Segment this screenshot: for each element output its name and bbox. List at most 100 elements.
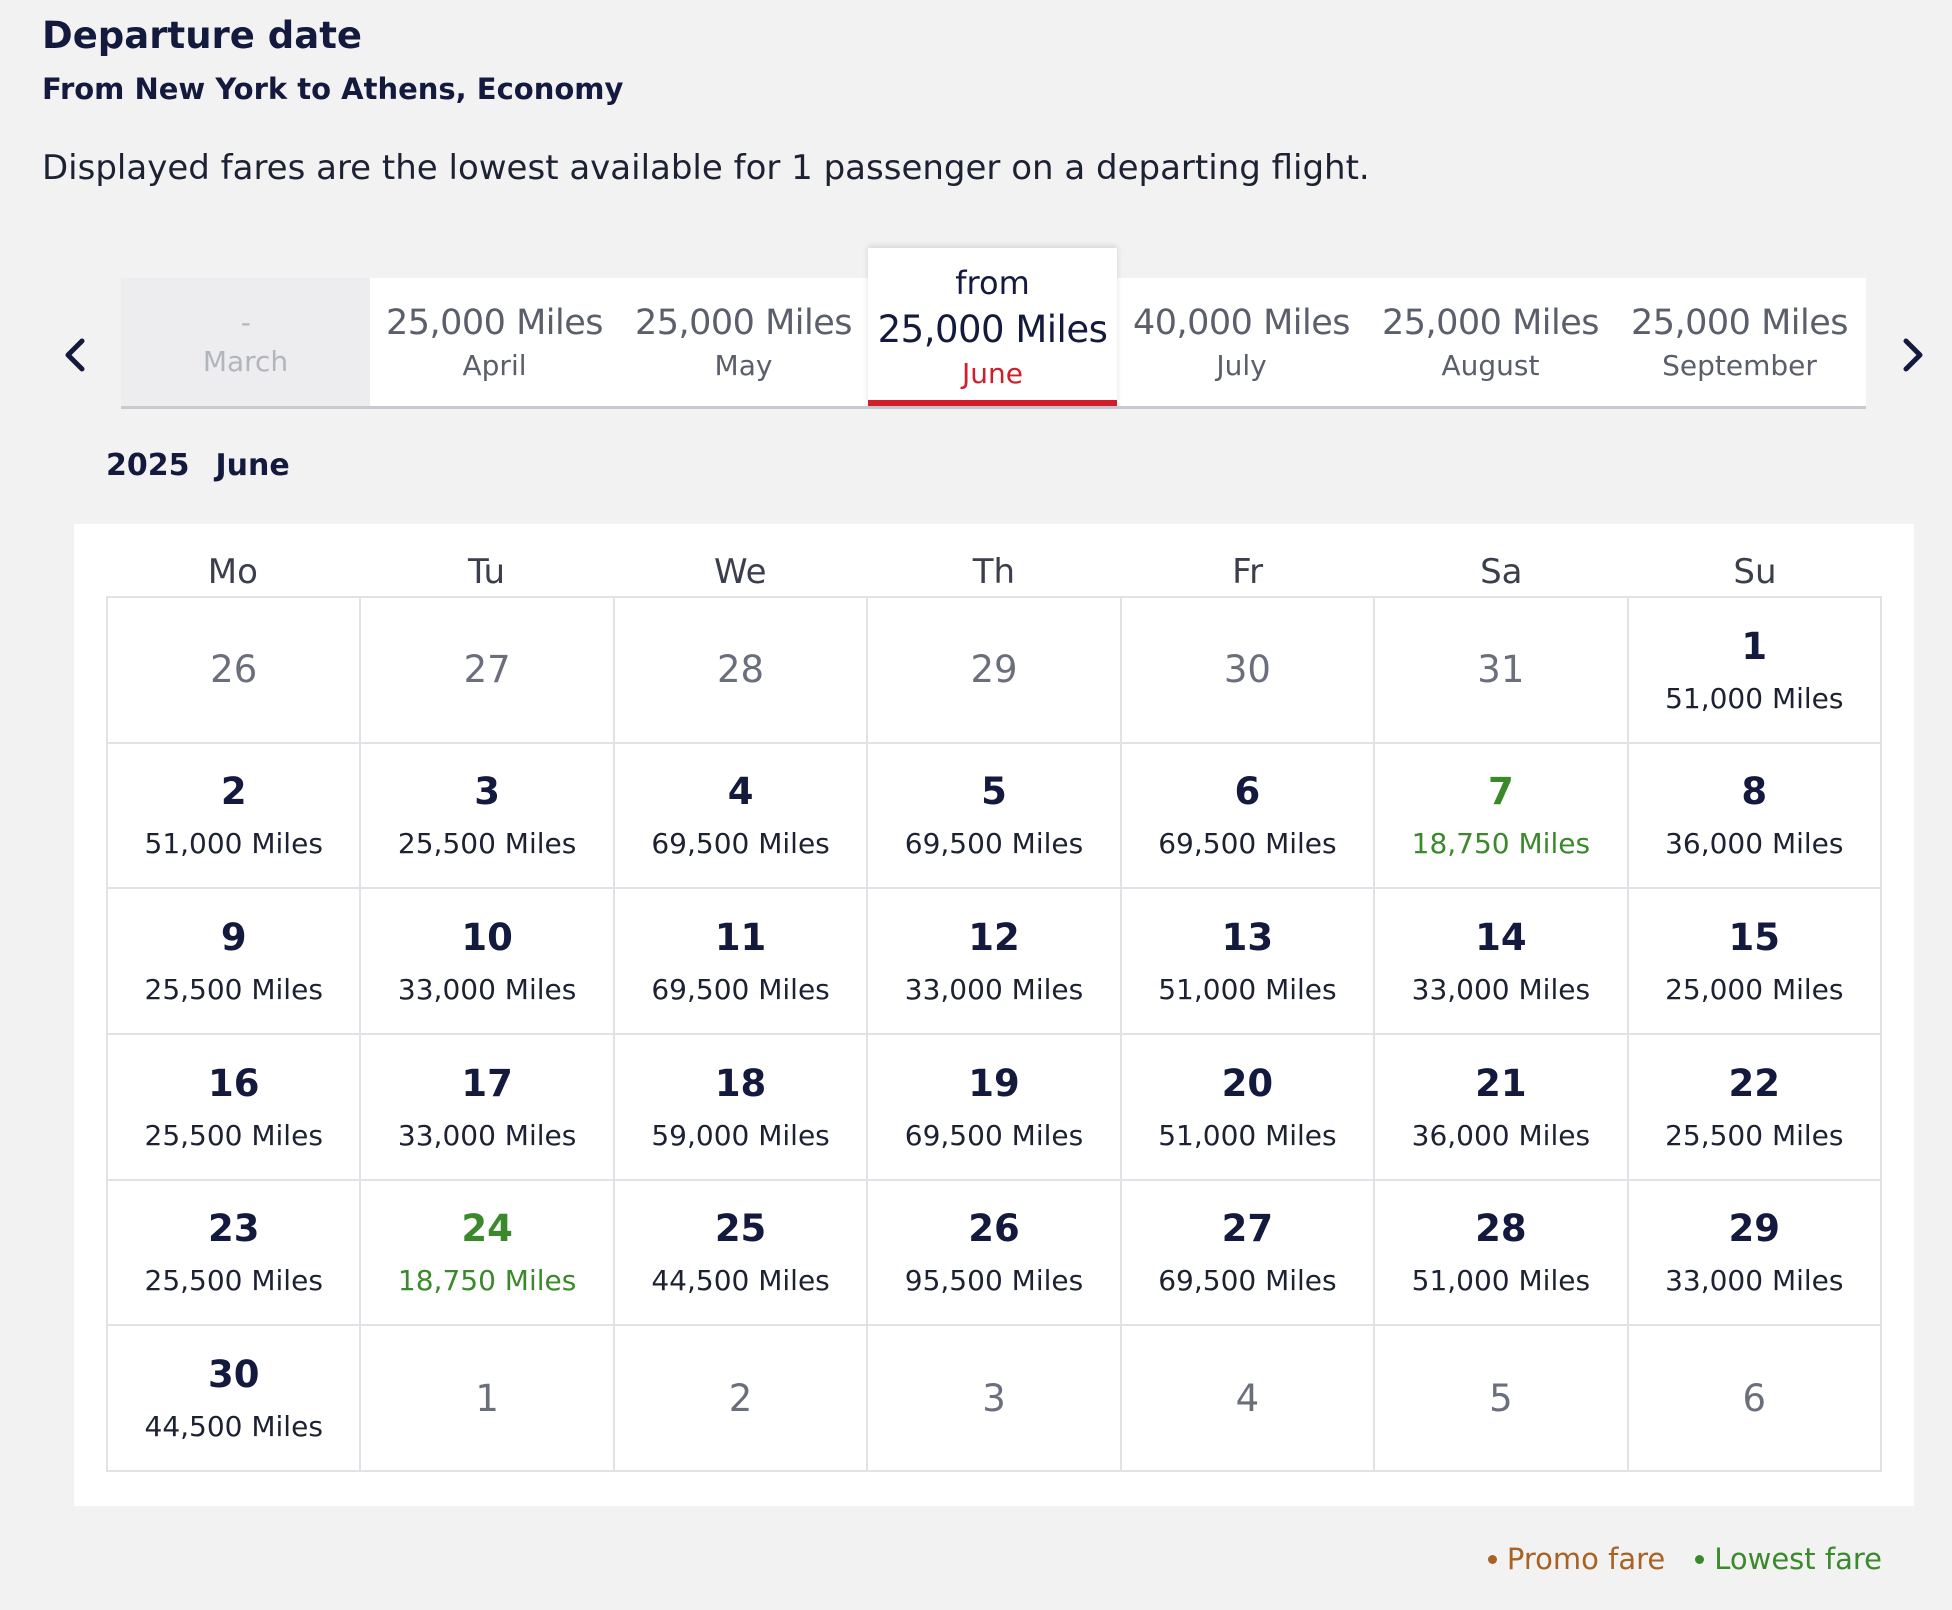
calendar-day[interactable]: 18 59,000 Miles — [614, 1035, 869, 1181]
day-number: 4 — [1235, 1376, 1260, 1420]
calendar-day-outside: 31 — [1375, 598, 1629, 744]
month-tab-july[interactable]: 40,000 Miles July — [1117, 278, 1366, 406]
calendar-day[interactable]: 22 25,500 Miles — [1628, 1035, 1882, 1181]
day-fare: 36,000 Miles — [1411, 1118, 1591, 1152]
day-fare: 33,000 Miles — [1665, 1264, 1844, 1298]
calendar-day[interactable]: 2 51,000 Miles — [108, 743, 362, 890]
day-number: 1 — [1741, 624, 1768, 668]
day-fare: 25,500 Miles — [144, 1118, 323, 1152]
day-fare: 33,000 Miles — [1411, 973, 1591, 1007]
fare-note: Displayed fares are the lowest available… — [42, 148, 1370, 188]
month-name: May — [714, 348, 773, 382]
calendar-day-outside: 26 — [108, 598, 362, 744]
weekday-label: Fr — [1232, 552, 1264, 592]
month-selector: - March 25,000 Miles April 25,000 Miles May fr… — [121, 248, 1866, 406]
calendar-month: June — [215, 448, 290, 483]
day-fare: 59,000 Miles — [651, 1118, 830, 1152]
day-number: 6 — [1742, 1376, 1767, 1420]
calendar-day[interactable]: 4 69,500 Miles — [614, 743, 869, 890]
calendar-day[interactable]: 30 44,500 Miles — [108, 1326, 362, 1472]
day-fare: 25,500 Miles — [397, 827, 577, 861]
day-number: 6 — [1234, 770, 1261, 814]
month-tab-may[interactable]: 25,000 Miles May — [619, 278, 868, 406]
calendar-day[interactable]: 26 95,500 Miles — [868, 1180, 1122, 1327]
day-fare: 51,000 Miles — [1158, 1118, 1337, 1152]
day-fare: 25,500 Miles — [144, 1264, 323, 1298]
month-price: - — [240, 306, 251, 339]
calendar-day[interactable]: 10 33,000 Miles — [361, 889, 615, 1035]
day-fare: 51,000 Miles — [1411, 1264, 1591, 1298]
day-number: 5 — [981, 770, 1007, 814]
chevron-right-icon — [1903, 338, 1923, 372]
day-number: 25 — [714, 1207, 767, 1251]
day-number: 3 — [474, 770, 500, 814]
calendar-day-outside: 1 — [361, 1326, 615, 1472]
calendar-day[interactable]: 23 25,500 Miles — [108, 1180, 362, 1327]
calendar-day[interactable]: 8 36,000 Miles — [1628, 743, 1882, 890]
promo-dot-icon — [1487, 1554, 1497, 1564]
calendar-day[interactable]: 19 69,500 Miles — [868, 1035, 1122, 1181]
calendar-day-outside: 28 — [614, 598, 869, 744]
calendar-day-outside: 3 — [868, 1326, 1122, 1472]
month-name: June — [962, 357, 1023, 390]
calendar-day[interactable]: 16 25,500 Miles — [108, 1035, 362, 1181]
day-fare: 25,500 Miles — [144, 973, 323, 1007]
day-number: 10 — [461, 916, 513, 960]
calendar-day[interactable]: 28 51,000 Miles — [1375, 1180, 1629, 1327]
weekday-label: Su — [1733, 552, 1777, 592]
month-tab-august[interactable]: 25,000 Miles August — [1366, 278, 1615, 406]
calendar-day[interactable]: 7 18,750 Miles — [1375, 743, 1629, 890]
month-tab-september[interactable]: 25,000 Miles September — [1615, 278, 1864, 406]
calendar-day[interactable]: 13 51,000 Miles — [1121, 889, 1376, 1035]
weekday-label: Th — [972, 552, 1016, 592]
day-number: 4 — [727, 770, 754, 814]
day-fare: 33,000 Miles — [397, 973, 577, 1007]
day-fare: 69,500 Miles — [651, 827, 830, 861]
calendar-day[interactable]: 15 25,000 Miles — [1628, 889, 1882, 1035]
calendar-day[interactable]: 5 69,500 Miles — [868, 743, 1122, 890]
day-number: 26 — [210, 648, 258, 692]
page-title: Departure date — [42, 14, 362, 57]
calendar-day[interactable]: 21 36,000 Miles — [1375, 1035, 1629, 1181]
month-name: April — [462, 348, 527, 382]
next-month-button[interactable] — [1888, 330, 1938, 380]
day-fare: 44,500 Miles — [651, 1264, 830, 1298]
day-number: 14 — [1475, 916, 1527, 960]
month-tab-april[interactable]: 25,000 Miles April — [370, 278, 619, 406]
day-number: 31 — [1477, 648, 1525, 692]
month-name: August — [1441, 348, 1540, 382]
calendar-day[interactable]: 29 33,000 Miles — [1628, 1180, 1882, 1327]
calendar-day-outside: 4 — [1121, 1326, 1376, 1472]
calendar-grid: 26 27 28 29 30 31 1 51,000 Miles 2 51,000 Miles 3 2… — [106, 596, 1882, 1472]
day-fare: 33,000 Miles — [397, 1118, 577, 1152]
prev-month-button[interactable] — [50, 330, 100, 380]
calendar-day[interactable]: 27 69,500 Miles — [1121, 1180, 1376, 1327]
calendar-day[interactable]: 11 69,500 Miles — [614, 889, 869, 1035]
day-number: 1 — [475, 1376, 499, 1420]
day-number: 28 — [1475, 1207, 1527, 1251]
day-number: 26 — [968, 1207, 1020, 1251]
calendar-day[interactable]: 6 69,500 Miles — [1121, 743, 1376, 890]
calendar-day[interactable]: 20 51,000 Miles — [1121, 1035, 1376, 1181]
day-number: 2 — [728, 1376, 753, 1420]
day-number: 2 — [220, 770, 247, 814]
day-fare: 25,000 Miles — [1665, 973, 1844, 1007]
calendar-day-outside: 5 — [1375, 1326, 1629, 1472]
day-number: 18 — [714, 1061, 767, 1105]
weekday-label: Sa — [1480, 552, 1523, 592]
weekday-label: Tu — [467, 552, 506, 592]
month-tab-june[interactable]: from 25,000 Miles June — [868, 248, 1117, 406]
calendar-day[interactable]: 9 25,500 Miles — [108, 889, 362, 1035]
calendar-day[interactable]: 14 33,000 Miles — [1375, 889, 1629, 1035]
calendar-day[interactable]: 24 18,750 Miles — [361, 1180, 615, 1327]
calendar-day[interactable]: 3 25,500 Miles — [361, 743, 615, 890]
legend-promo: Promo fare — [1487, 1542, 1665, 1576]
lowest-dot-icon — [1695, 1554, 1705, 1564]
calendar-day[interactable]: 12 33,000 Miles — [868, 889, 1122, 1035]
calendar-day[interactable]: 17 33,000 Miles — [361, 1035, 615, 1181]
calendar-day-outside: 30 — [1121, 598, 1376, 744]
chevron-left-icon — [65, 338, 85, 372]
calendar-day[interactable]: 25 44,500 Miles — [614, 1180, 869, 1327]
calendar-day[interactable]: 1 51,000 Miles — [1628, 598, 1882, 744]
month-price: 25,000 Miles — [634, 302, 853, 343]
